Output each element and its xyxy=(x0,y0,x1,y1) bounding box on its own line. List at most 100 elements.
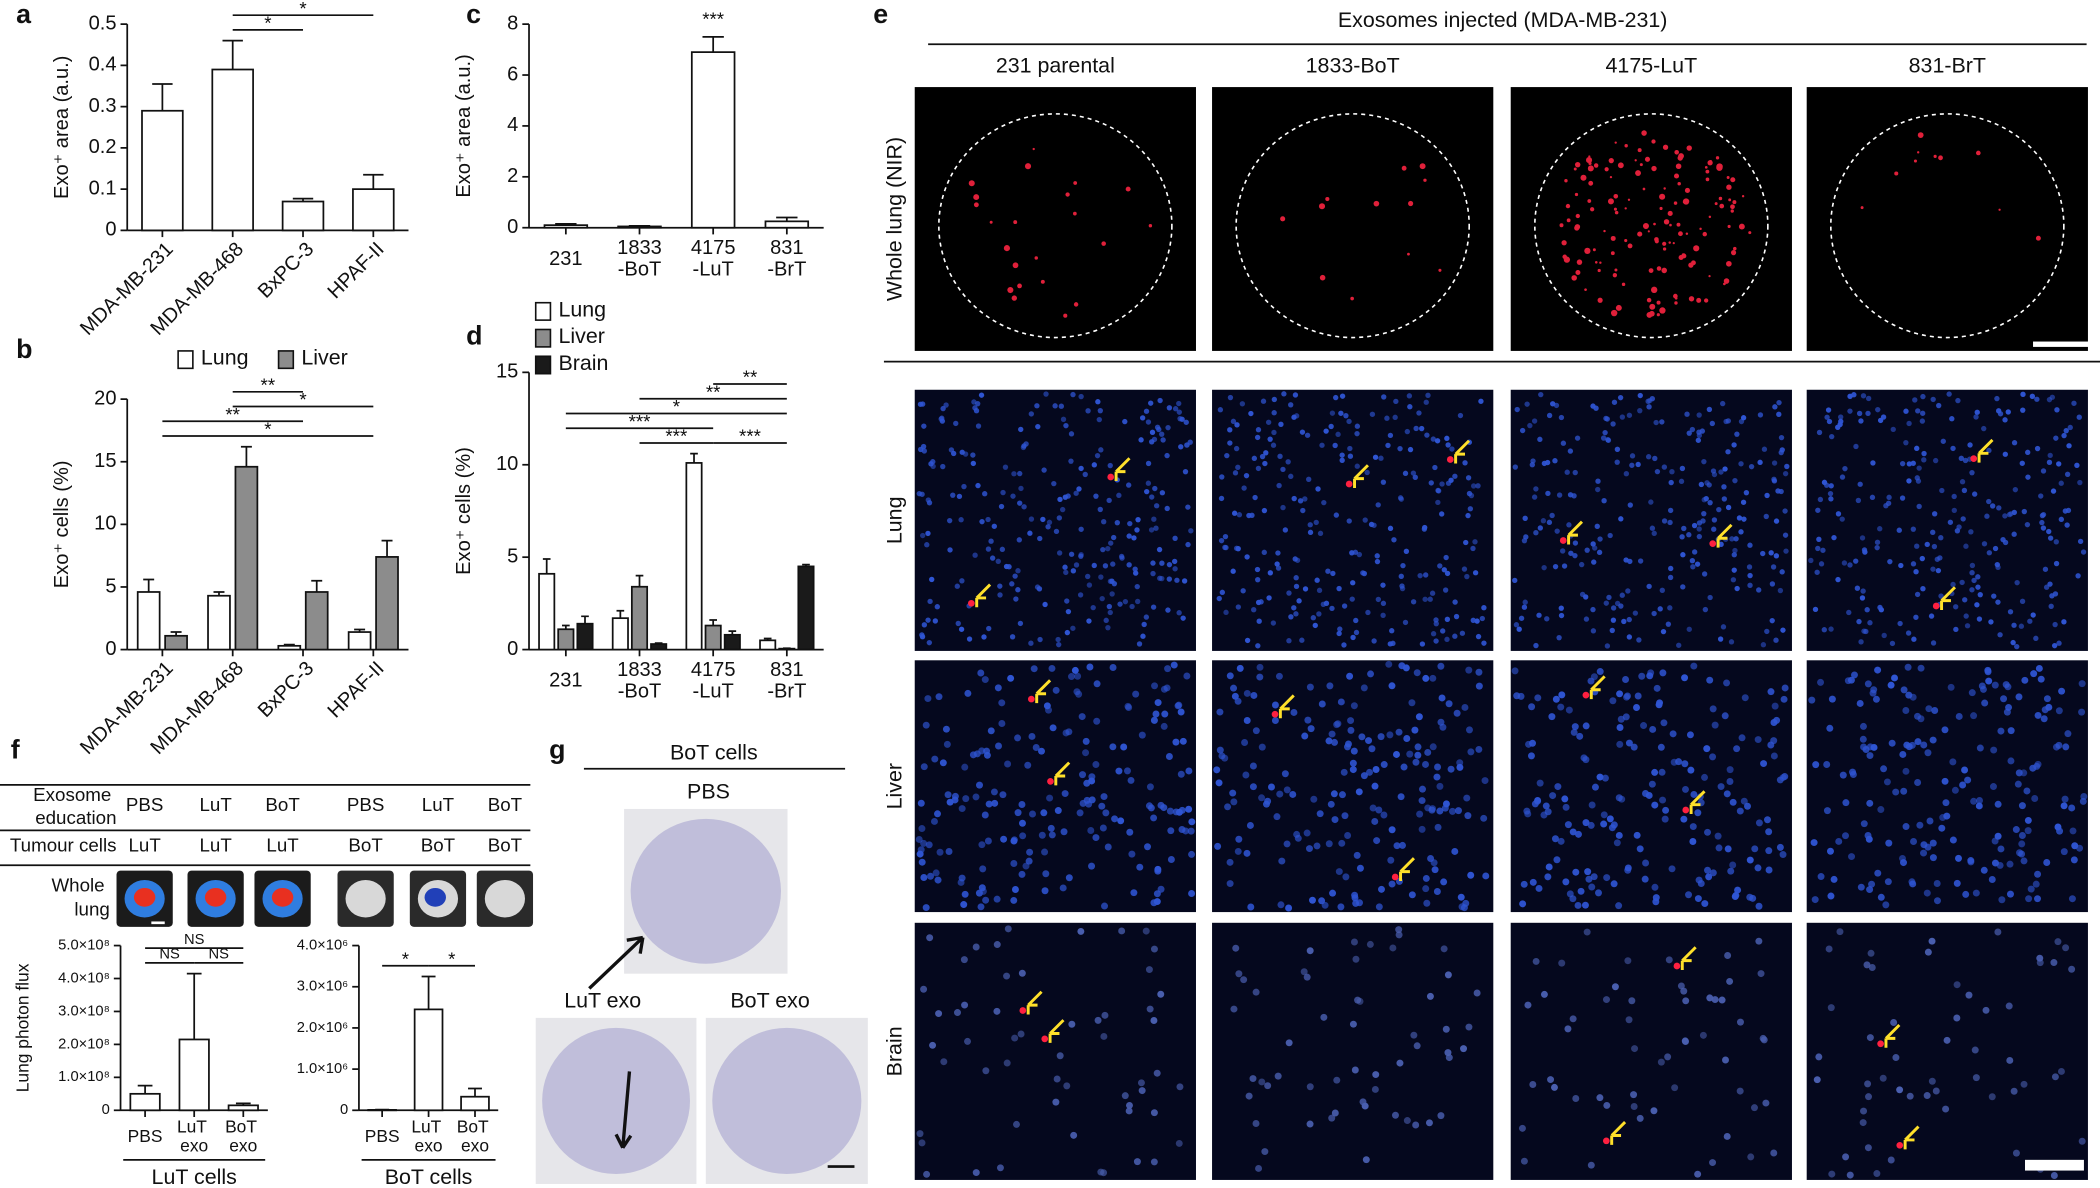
nucleus xyxy=(1651,768,1659,776)
nucleus xyxy=(1597,536,1603,542)
error-bar xyxy=(354,628,366,633)
nucleus xyxy=(1558,612,1565,619)
nucleus xyxy=(1887,558,1893,565)
nucleus xyxy=(1247,903,1255,911)
nucleus xyxy=(1182,827,1190,835)
nucleus xyxy=(1646,583,1652,590)
nucleus xyxy=(982,491,988,497)
nucleus xyxy=(1360,684,1368,692)
x-tick-label: BxPC-3 xyxy=(254,657,318,721)
nir-signal xyxy=(1684,187,1691,193)
nucleus xyxy=(2021,676,2029,684)
nucleus xyxy=(1085,573,1091,580)
nucleus xyxy=(1453,709,1461,717)
nucleus xyxy=(1747,582,1753,589)
exosome-signal xyxy=(1602,1137,1610,1145)
nucleus xyxy=(1659,419,1665,425)
nucleus xyxy=(1144,488,1150,495)
nucleus xyxy=(1073,490,1079,496)
nucleus xyxy=(1435,499,1441,506)
nucleus xyxy=(1903,408,1909,414)
nucleus xyxy=(1437,662,1445,670)
panel-letter: a xyxy=(16,0,32,29)
nucleus xyxy=(2046,396,2053,403)
nucleus xyxy=(1659,796,1667,804)
nucleus xyxy=(1939,487,1945,494)
nucleus xyxy=(1779,569,1785,575)
nucleus xyxy=(1975,574,1981,580)
nucleus xyxy=(1929,736,1937,744)
nucleus xyxy=(1338,791,1346,799)
nucleus xyxy=(1659,587,1665,593)
nucleus xyxy=(1725,418,1731,424)
nir-signal xyxy=(1627,243,1633,249)
nucleus xyxy=(1839,474,1846,480)
column-header: 1833-BoT xyxy=(1306,54,1400,78)
nucleus xyxy=(1425,1119,1433,1127)
nucleus xyxy=(2029,393,2036,399)
nucleus xyxy=(1278,857,1286,865)
nucleus xyxy=(1306,947,1314,955)
nucleus xyxy=(1910,561,1917,567)
nucleus xyxy=(1230,418,1237,425)
nir-signal xyxy=(1674,149,1679,155)
bar xyxy=(723,633,741,651)
nucleus xyxy=(1972,491,1978,497)
nucleus xyxy=(920,985,928,993)
nucleus xyxy=(1955,712,1963,720)
nucleus xyxy=(1349,1020,1357,1028)
nucleus xyxy=(1347,453,1354,459)
row-label: Lung xyxy=(883,497,907,545)
nir-signal xyxy=(1562,254,1567,260)
nucleus xyxy=(1015,568,1021,574)
nucleus xyxy=(1263,450,1269,456)
nucleus xyxy=(987,727,995,735)
y-tick-label: 5 xyxy=(105,575,116,597)
nucleus xyxy=(1659,669,1667,677)
nucleus xyxy=(1464,812,1472,820)
nucleus xyxy=(927,598,933,605)
nucleus xyxy=(2034,445,2041,452)
nucleus xyxy=(1235,546,1241,552)
nucleus xyxy=(1255,643,1261,649)
nucleus xyxy=(1711,517,1718,523)
nucleus xyxy=(1721,712,1729,720)
nucleus xyxy=(1754,864,1762,872)
nucleus xyxy=(955,620,961,627)
y-axis-label: Exo⁺ area (a.u.) xyxy=(453,54,475,197)
nucleus xyxy=(1882,901,1890,909)
nucleus xyxy=(1770,752,1778,760)
nucleus xyxy=(1942,1105,1950,1113)
nucleus xyxy=(1466,490,1473,497)
nucleus xyxy=(1771,478,1778,484)
nucleus xyxy=(1887,1156,1895,1164)
nucleus xyxy=(1174,577,1180,583)
nucleus xyxy=(1329,889,1337,897)
nucleus xyxy=(1875,406,1881,413)
nucleus xyxy=(1661,815,1669,823)
nucleus xyxy=(1431,866,1439,874)
nucleus xyxy=(1300,507,1306,514)
scale-bar xyxy=(827,1165,855,1168)
nucleus xyxy=(1060,828,1068,836)
nucleus xyxy=(1034,584,1041,590)
nir-signal xyxy=(1677,181,1681,186)
nucleus xyxy=(1651,883,1659,891)
nucleus xyxy=(1346,418,1352,425)
nucleus xyxy=(1048,664,1056,672)
nucleus xyxy=(1564,1025,1572,1033)
nucleus xyxy=(1098,802,1106,810)
error-bar xyxy=(802,563,810,567)
nucleus xyxy=(1041,887,1049,895)
nucleus xyxy=(2035,664,2043,672)
nir-signal xyxy=(1401,165,1407,171)
nir-signal xyxy=(1667,210,1673,217)
nucleus xyxy=(1109,743,1117,751)
nucleus xyxy=(2037,675,2045,683)
nucleus xyxy=(1176,610,1182,616)
nucleus xyxy=(1139,415,1146,421)
nucleus xyxy=(1256,673,1264,681)
nir-signal xyxy=(1011,295,1017,301)
nucleus xyxy=(1422,874,1430,882)
nucleus xyxy=(1609,627,1615,634)
